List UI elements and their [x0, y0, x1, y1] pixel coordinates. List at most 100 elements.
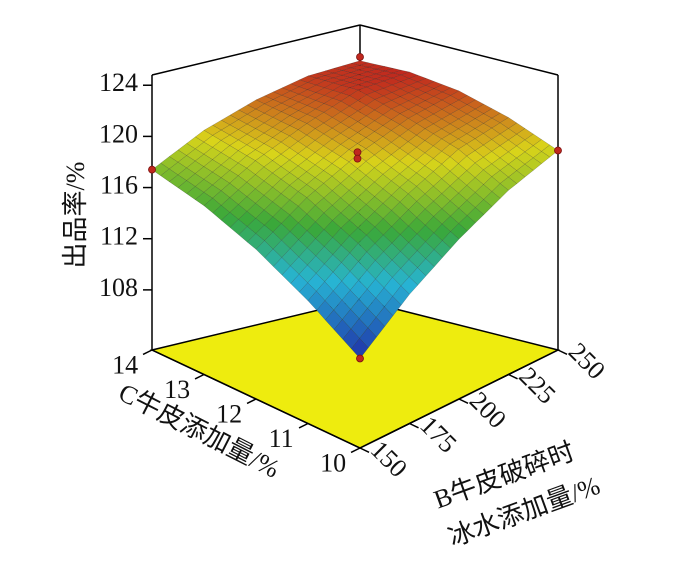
surface-patch: [382, 100, 401, 110]
surface-patch: [297, 146, 316, 160]
design-point: [356, 354, 364, 363]
surface-patch: [306, 100, 325, 110]
surface-patch: [350, 337, 369, 359]
surface-patch: [203, 197, 222, 214]
surface-patch: [289, 191, 308, 207]
surface-patch: [263, 201, 282, 218]
surface-patch: [365, 211, 384, 228]
box-edge: [359, 24, 559, 76]
surface-patch: [255, 166, 273, 182]
x-tick: [350, 447, 361, 454]
surface-patch: [297, 123, 316, 136]
surface-patch: [432, 109, 451, 120]
surface-patch: [323, 163, 342, 177]
surface-patch: [272, 111, 291, 122]
surface-patch: [194, 166, 213, 180]
surface-patch: [306, 140, 325, 153]
z-tick-label: 112: [100, 222, 138, 251]
surface-patch: [348, 121, 367, 133]
y-tick-label: 250: [563, 337, 611, 385]
surface-patch: [408, 74, 427, 83]
surface-patch: [383, 72, 402, 79]
surface-patch: [280, 98, 300, 108]
surface-patch: [416, 108, 435, 120]
surface-patch: [306, 190, 325, 206]
surface-patch: [289, 165, 308, 179]
surface-patch: [348, 110, 367, 122]
surface-patch: [306, 238, 325, 257]
surface-patch: [314, 133, 333, 147]
z-tick-label: 120: [99, 119, 138, 148]
surface-patch: [474, 199, 493, 216]
surface-patch: [194, 129, 214, 143]
surface-patch: [297, 158, 316, 173]
surface-patch: [289, 119, 308, 130]
x-tick: [194, 373, 205, 380]
surface-patch: [408, 217, 426, 235]
surface-patch: [365, 196, 384, 212]
surface-patch: [314, 122, 333, 135]
surface-patch: [272, 131, 291, 143]
x-tick: [298, 422, 309, 429]
surface-patch: [399, 209, 418, 227]
surface-patch: [348, 197, 367, 213]
y-tick: [557, 349, 568, 355]
surface-patch: [332, 85, 351, 94]
y-tick: [508, 373, 518, 380]
axis-line: [151, 349, 361, 449]
design-point: [356, 53, 364, 61]
surface-patch: [280, 115, 299, 126]
surface-patch: [390, 173, 409, 188]
surface-patch: [331, 133, 350, 145]
surface-patch: [532, 151, 551, 165]
surface-patch: [323, 117, 342, 129]
surface-patch: [246, 160, 265, 175]
surface-patch: [408, 267, 427, 286]
surface-patch: [298, 89, 317, 98]
surface-patch: [177, 180, 196, 195]
surface-patch: [306, 177, 325, 191]
surface-patch: [425, 249, 443, 268]
surface-patch: [229, 219, 248, 236]
surface-patch: [281, 90, 300, 99]
surface-patch: [365, 99, 384, 111]
surface-patch: [416, 165, 434, 180]
design-point: [353, 148, 362, 157]
surface-patch: [323, 138, 342, 152]
surface-patch: [220, 145, 239, 159]
surface-patch: [416, 78, 435, 86]
box-edge: [151, 24, 361, 76]
surface-patch: [408, 233, 426, 252]
surface-patch: [357, 105, 376, 117]
surface-patch: [424, 185, 443, 202]
z-tick-label: 124: [99, 68, 138, 97]
surface-patch: [289, 239, 308, 258]
y-tick: [359, 447, 370, 453]
x-tick: [246, 398, 257, 405]
surface-patch: [264, 248, 283, 267]
surface-patch: [357, 204, 376, 220]
surface-patch: [374, 203, 392, 219]
surface-patch: [416, 85, 435, 93]
surface-patch: [458, 113, 476, 125]
surface-patch: [314, 157, 333, 171]
z-axis-title: 出品率/%: [61, 162, 90, 269]
design-point: [353, 154, 362, 163]
surface-patch: [382, 154, 401, 168]
surface-patch: [441, 87, 460, 96]
surface-patch: [374, 95, 393, 105]
surface-patch: [391, 251, 410, 269]
surface-patch: [324, 271, 343, 292]
surface-patch: [220, 212, 239, 228]
surface-patch: [315, 87, 334, 96]
surface-patch: [331, 111, 350, 123]
surface-patch: [314, 145, 333, 159]
surface-patch: [433, 240, 452, 258]
x-tick-label: 11: [269, 424, 294, 453]
surface-patch: [323, 237, 342, 255]
surface-patch: [272, 178, 290, 194]
surface-patch: [280, 172, 299, 186]
surface-patch: [390, 124, 409, 137]
axis-line: [359, 349, 559, 449]
